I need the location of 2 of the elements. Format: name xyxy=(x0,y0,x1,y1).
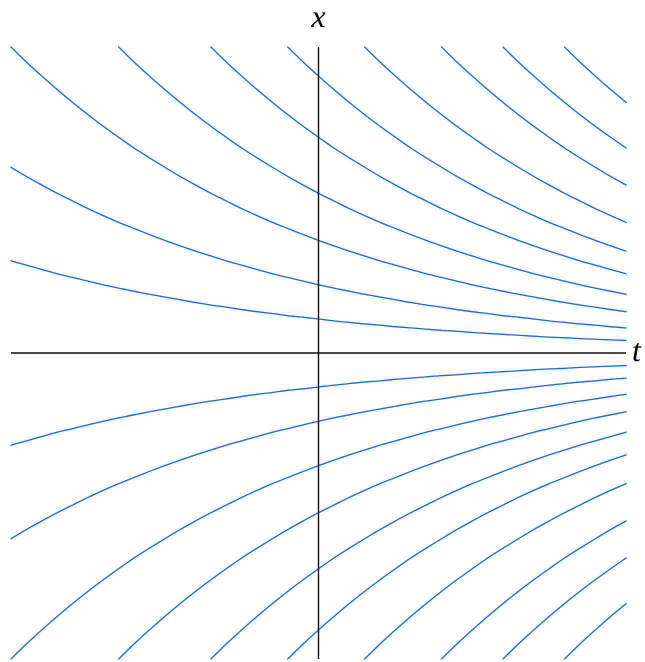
x-axis-title: t xyxy=(632,332,642,368)
y-axis-title: x xyxy=(310,0,326,34)
